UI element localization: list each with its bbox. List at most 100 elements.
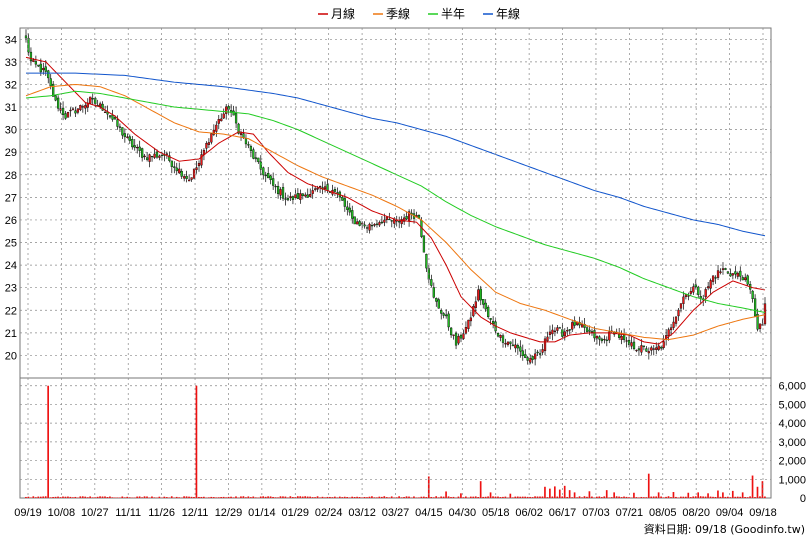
candle-body xyxy=(714,277,717,279)
volume-bar xyxy=(665,496,667,498)
candle-body xyxy=(598,336,601,340)
volume-bar xyxy=(200,496,203,498)
volume-bar xyxy=(445,491,447,498)
candle-body xyxy=(49,78,52,87)
volume-bar xyxy=(269,496,272,498)
volume-bar xyxy=(581,497,583,498)
volume-bar xyxy=(383,496,386,498)
candle-body xyxy=(187,179,191,182)
candle-body xyxy=(299,193,302,200)
volume-bar xyxy=(702,496,704,498)
volume-bar xyxy=(432,497,435,498)
volume-bar xyxy=(638,497,640,498)
candle-body xyxy=(618,334,621,338)
candle-body xyxy=(558,327,561,329)
candle-body xyxy=(642,345,646,347)
volume-bar xyxy=(672,492,675,498)
candle-body xyxy=(195,167,198,170)
candle-body xyxy=(489,318,492,320)
price-tick-label: 28 xyxy=(5,170,17,182)
volume-bar xyxy=(378,496,381,498)
candle-body xyxy=(252,149,255,159)
volume-bar xyxy=(222,496,225,498)
candle-body xyxy=(79,105,82,111)
volume-bar xyxy=(707,493,709,498)
candle-body xyxy=(259,161,262,170)
candle-body xyxy=(504,343,507,345)
volume-bar xyxy=(756,486,759,498)
volume-bar xyxy=(492,496,494,498)
candle-body xyxy=(175,167,178,172)
candle-body xyxy=(281,187,285,199)
candle-body xyxy=(637,348,641,351)
candle-body xyxy=(457,336,460,344)
volume-bar xyxy=(761,481,764,498)
legend-label: 年線 xyxy=(496,6,520,21)
volume-bar xyxy=(242,496,245,498)
volume-bar xyxy=(279,496,282,498)
volume-bar xyxy=(511,497,514,498)
x-tick-label: 09/19 xyxy=(14,507,42,519)
candle-body xyxy=(640,345,643,353)
candle-body xyxy=(351,210,354,219)
volume-bar xyxy=(151,496,153,498)
volume-bar xyxy=(193,496,195,498)
x-tick-label: 10/27 xyxy=(81,507,109,519)
volume-bar xyxy=(618,496,620,498)
volume-bar xyxy=(309,496,311,498)
volume-bar xyxy=(329,496,331,498)
volume-bar xyxy=(729,497,732,498)
volume-bar xyxy=(64,496,67,498)
candle-body xyxy=(61,107,65,115)
candle-body xyxy=(316,188,319,190)
volume-bar xyxy=(230,496,232,498)
volume-bar xyxy=(571,497,573,498)
candle-body xyxy=(378,222,381,226)
candle-body xyxy=(519,346,522,352)
candle-body xyxy=(538,353,542,355)
volume-bar xyxy=(413,496,415,498)
candle-body xyxy=(400,219,403,225)
candle-body xyxy=(197,162,201,167)
volume-bar xyxy=(52,496,54,498)
volume-bar xyxy=(405,496,408,498)
volume-bar xyxy=(642,497,645,498)
candle-body xyxy=(529,358,532,363)
candle-body xyxy=(393,219,396,224)
volume-bar xyxy=(450,497,452,498)
volume-bar xyxy=(72,497,74,498)
volume-bar xyxy=(712,496,714,498)
volume-bar xyxy=(623,496,625,498)
volume-bar xyxy=(304,496,307,498)
volume-bar xyxy=(277,497,279,498)
volume-bar xyxy=(346,496,349,498)
x-tick-label: 11/11 xyxy=(115,507,141,519)
candle-body xyxy=(403,217,406,222)
candle-body xyxy=(54,95,57,101)
volume-bar xyxy=(227,496,230,498)
volume-tick-label: 2,000 xyxy=(778,456,806,468)
volume-bar xyxy=(252,496,255,498)
volume-bar xyxy=(529,496,531,498)
candle-body xyxy=(32,59,35,62)
volume-bar xyxy=(54,496,57,498)
candle-body xyxy=(158,155,161,158)
candle-body xyxy=(47,70,50,79)
volume-bar xyxy=(687,492,690,498)
candle-body xyxy=(81,106,84,108)
volume-bar xyxy=(633,492,635,498)
volume-bar xyxy=(338,496,341,498)
candle-body xyxy=(52,83,55,97)
legend-entry: 年線 xyxy=(483,6,520,21)
candle-body xyxy=(183,176,186,179)
candle-body xyxy=(234,113,238,124)
volume-bar xyxy=(292,497,294,498)
volume-bar xyxy=(724,496,727,498)
volume-bar xyxy=(153,497,156,498)
legend: 月線 季線 半年 年線 xyxy=(318,6,520,21)
candle-body xyxy=(479,288,482,301)
volume-bar xyxy=(600,497,603,498)
candle-body xyxy=(326,184,329,191)
volume-bar xyxy=(385,497,388,498)
legend-label: 季線 xyxy=(386,6,410,21)
